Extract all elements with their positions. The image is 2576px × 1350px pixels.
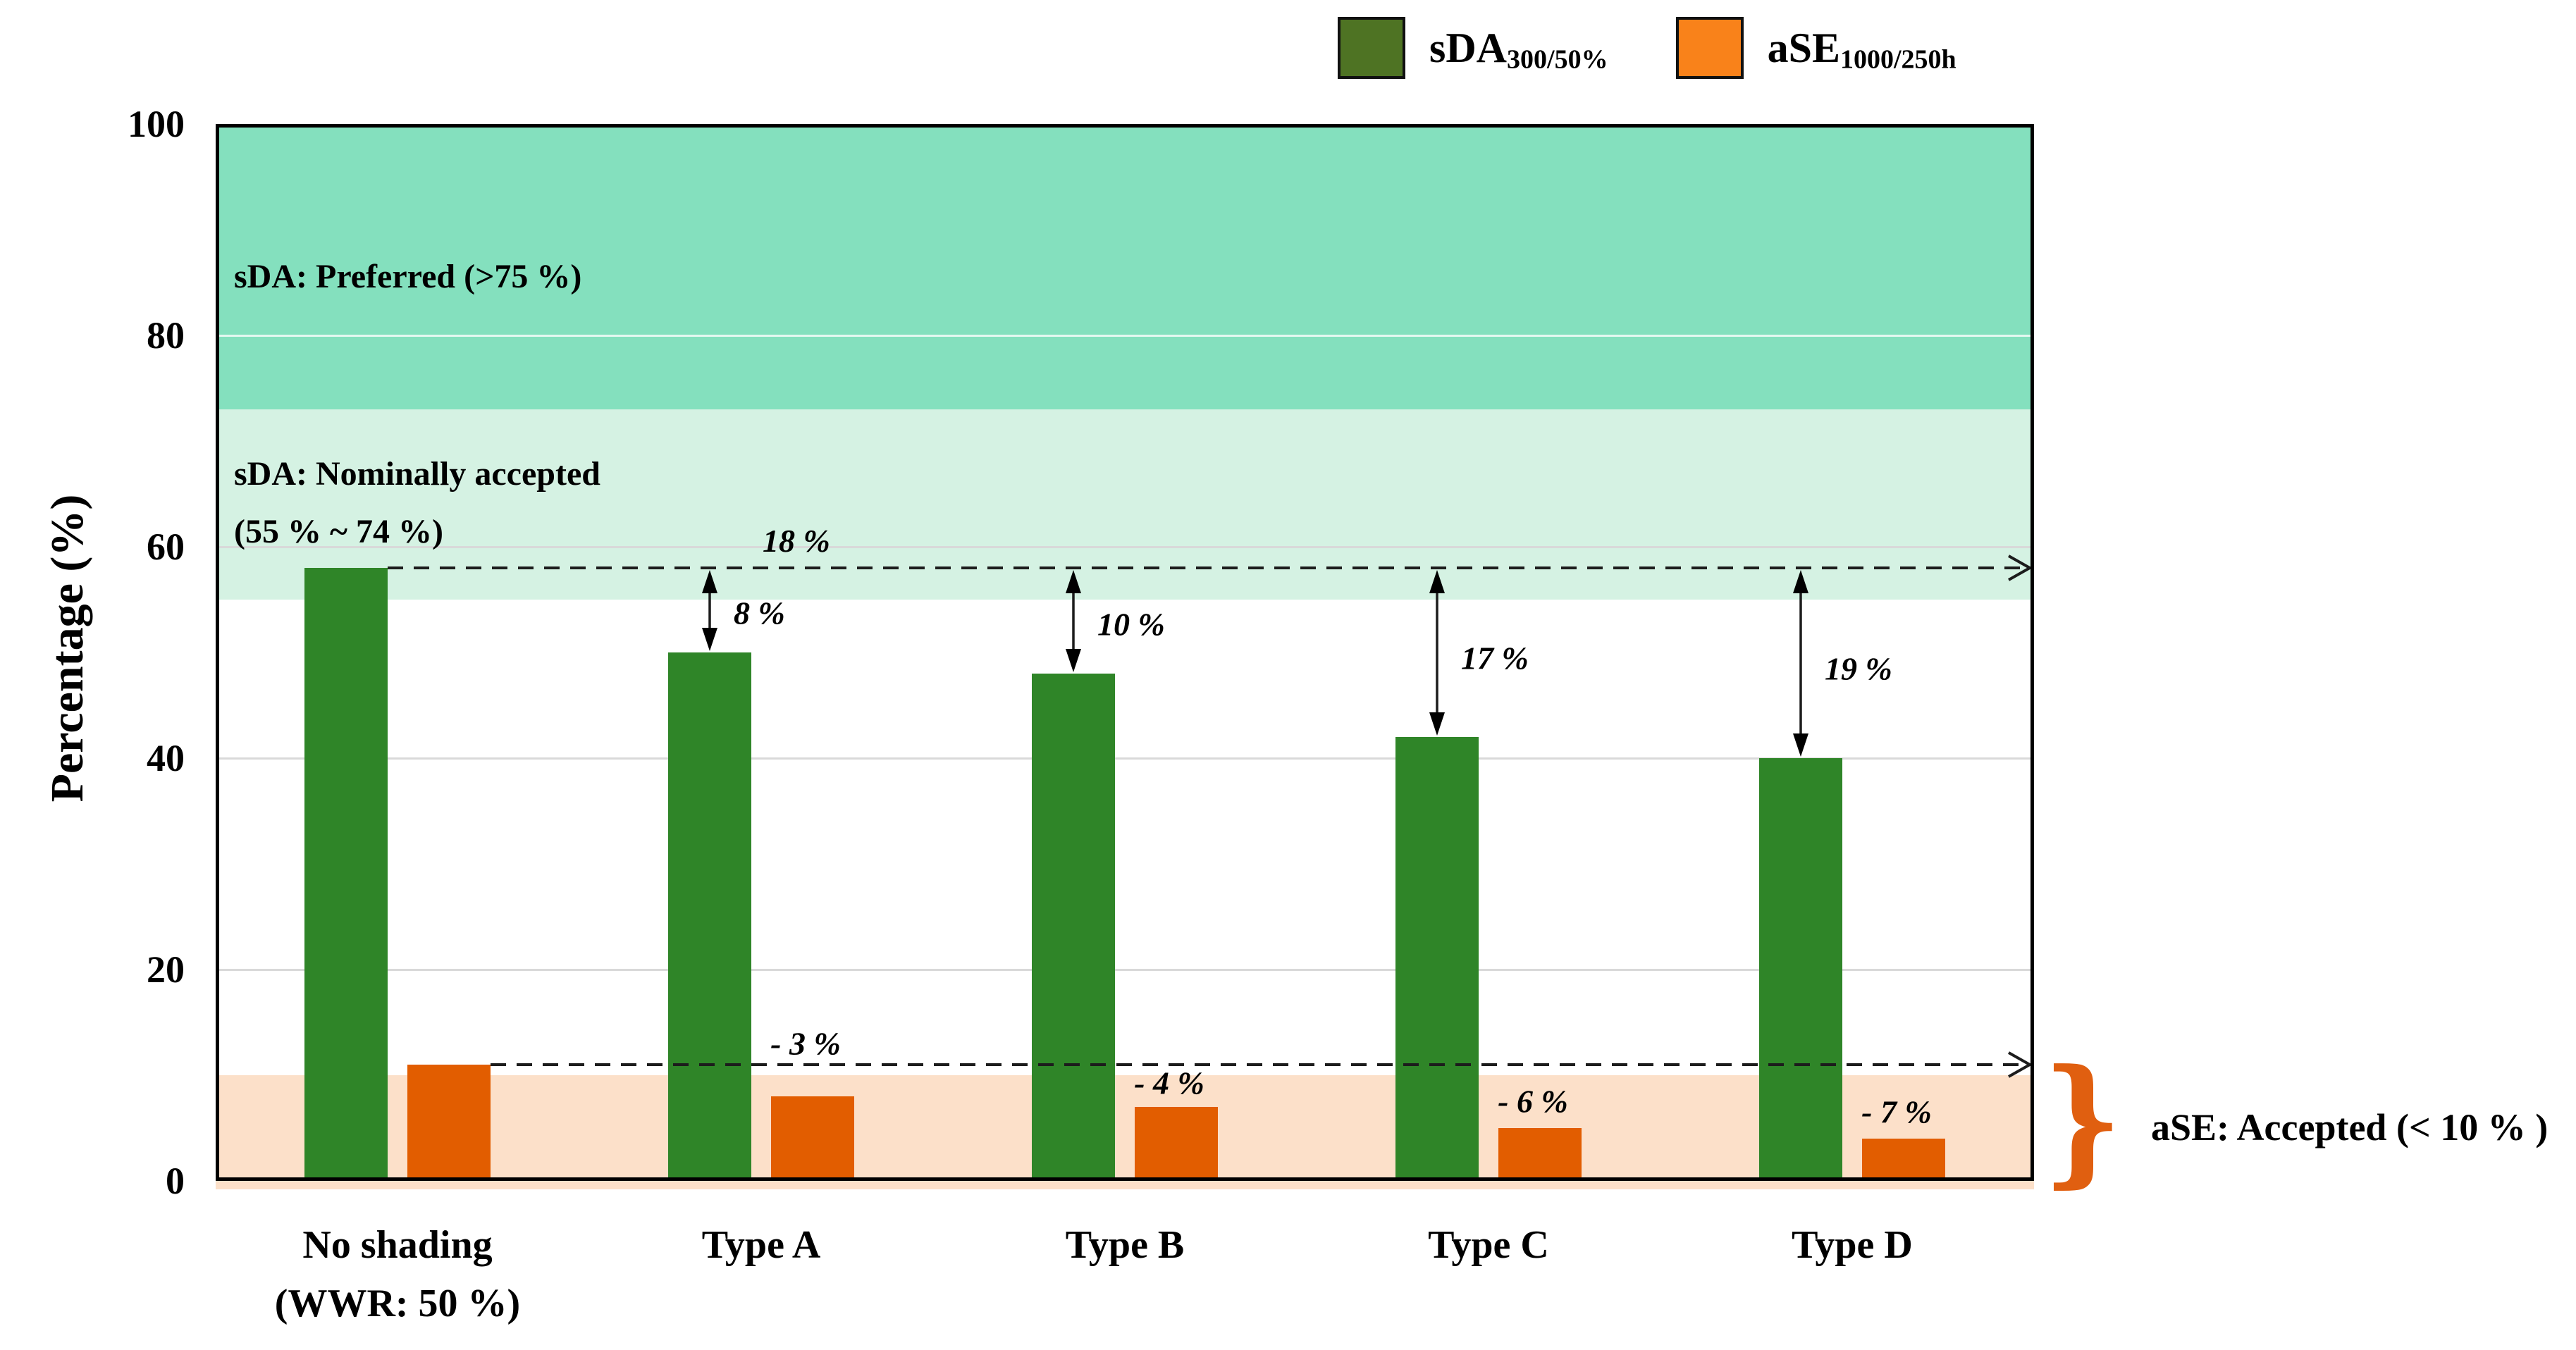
bar-ase-type-c xyxy=(1498,1128,1582,1181)
x-label-type-d: Type D xyxy=(1792,1223,1913,1267)
x-label-type-b: Type B xyxy=(1065,1223,1185,1267)
ase-legend-swatch xyxy=(1675,17,1744,79)
decrease-arrow-up-head-1 xyxy=(702,570,717,593)
sda-legend-swatch xyxy=(1338,17,1405,79)
y-tick-label-80: 80 xyxy=(147,314,185,357)
bar-sda-no-shading xyxy=(304,568,388,1181)
y-tick-label-60: 60 xyxy=(147,526,185,568)
ase-change-label-2: - 4 % xyxy=(1134,1065,1204,1101)
brace-icon: } xyxy=(2042,1039,2123,1201)
legend-item-ase: aSE1000/250h xyxy=(1675,17,1956,79)
arrowhead-ase-baseline xyxy=(2008,1051,2033,1078)
decrease-arrow-down-head-1 xyxy=(702,628,717,651)
y-tick-label-100: 100 xyxy=(128,103,185,145)
decrease-label-4: 19 % xyxy=(1825,650,1892,687)
bar-sda-type-d xyxy=(1759,758,1842,1181)
decrease-arrow-up-head-3 xyxy=(1429,570,1445,593)
y-tick-label-20: 20 xyxy=(147,948,185,991)
gridline-60 xyxy=(216,545,2034,548)
bar-sda-type-c xyxy=(1395,737,1479,1181)
gridline-40 xyxy=(216,757,2034,760)
x-label-type-a: Type A xyxy=(701,1223,821,1267)
ase-change-label-3: - 6 % xyxy=(1498,1083,1568,1120)
legend: sDA300/50% aSE1000/250h xyxy=(1338,17,1956,79)
band-label-sda-nominally-accepted: sDA: Nominally accepted (55 % ~ 74 %) xyxy=(234,455,600,550)
decrease-label-2: 10 % xyxy=(1097,606,1165,643)
decrease-label-1: 8 % xyxy=(734,595,785,631)
ase-accepted-note-text: aSE: Accepted (< 10 % ) xyxy=(2151,1106,2549,1148)
band-label-sda-preferred: sDA: Preferred (>75 %) xyxy=(234,257,582,295)
label-sda-baseline: 18 % xyxy=(763,523,830,559)
decrease-arrow-down-head-3 xyxy=(1429,712,1445,736)
bar-sda-type-a xyxy=(668,652,751,1181)
x-label-type-c: Type C xyxy=(1428,1223,1549,1267)
decrease-label-3: 17 % xyxy=(1461,640,1529,676)
sda-legend-label: sDA300/50% xyxy=(1429,24,1608,74)
x-label-no-shading: No shading (WWR: 50 %) xyxy=(274,1223,521,1325)
bar-ase-type-d xyxy=(1862,1139,1945,1181)
y-tick-label-40: 40 xyxy=(147,737,185,779)
y-tick-label-0: 0 xyxy=(166,1160,185,1202)
annotation-overlay xyxy=(388,555,2033,1078)
gridline-20 xyxy=(216,968,2034,971)
bar-ase-type-b xyxy=(1135,1107,1218,1181)
decrease-arrow-down-head-4 xyxy=(1793,733,1808,757)
bar-ase-no-shading xyxy=(407,1065,491,1181)
decrease-arrow-up-head-4 xyxy=(1793,570,1808,593)
gridline-80 xyxy=(216,334,2034,337)
bar-ase-type-a xyxy=(771,1096,854,1181)
y-axis-tick-labels: 100 80 60 40 20 0 xyxy=(0,103,185,1202)
plot-area: sDA: Preferred (>75 %) sDA: Nominally acc… xyxy=(216,124,2034,1189)
ase-legend-label: aSE1000/250h xyxy=(1767,24,1956,74)
legend-item-sda: sDA300/50% xyxy=(1338,17,1608,79)
arrowhead-sda-baseline xyxy=(2008,555,2033,581)
decrease-arrow-up-head-2 xyxy=(1066,570,1081,593)
band-ase-accepted xyxy=(216,1075,2034,1189)
ase-change-label-1: - 3 % xyxy=(770,1025,841,1062)
x-axis-category-labels: No shading (WWR: 50 %) Type A Type B Type C T… xyxy=(216,1216,2034,1343)
decrease-arrow-down-head-2 xyxy=(1066,649,1081,672)
bar-sda-type-b xyxy=(1032,674,1115,1181)
band-sda-preferred xyxy=(216,124,2034,409)
ase-change-label-4: - 7 % xyxy=(1861,1094,1932,1130)
